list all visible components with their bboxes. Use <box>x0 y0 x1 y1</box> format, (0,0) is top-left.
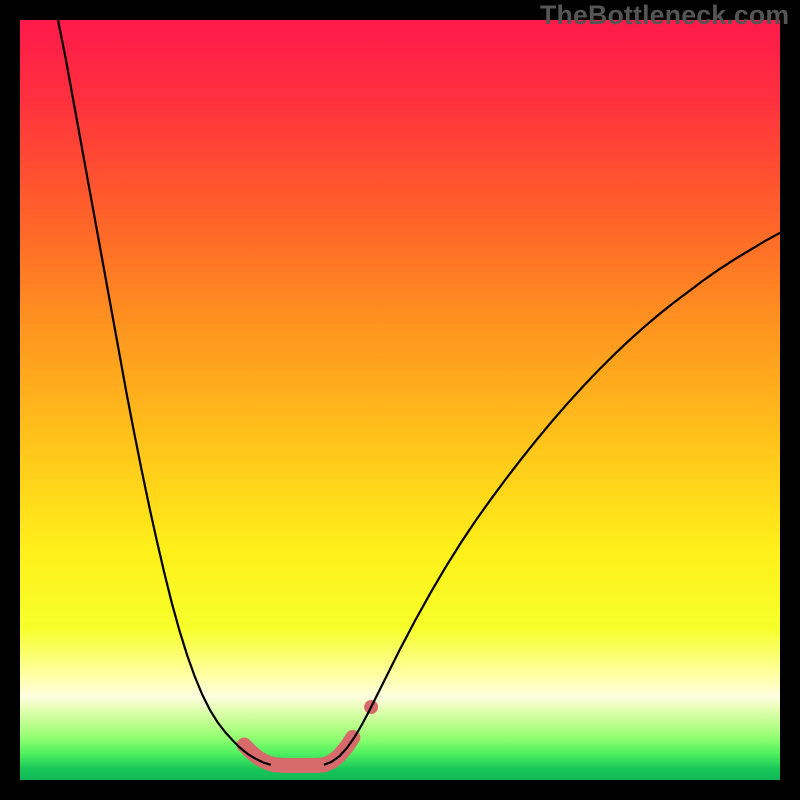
gradient-background <box>20 20 780 780</box>
bottleneck-chart <box>0 0 800 800</box>
watermark-text: TheBottleneck.com <box>540 0 789 31</box>
